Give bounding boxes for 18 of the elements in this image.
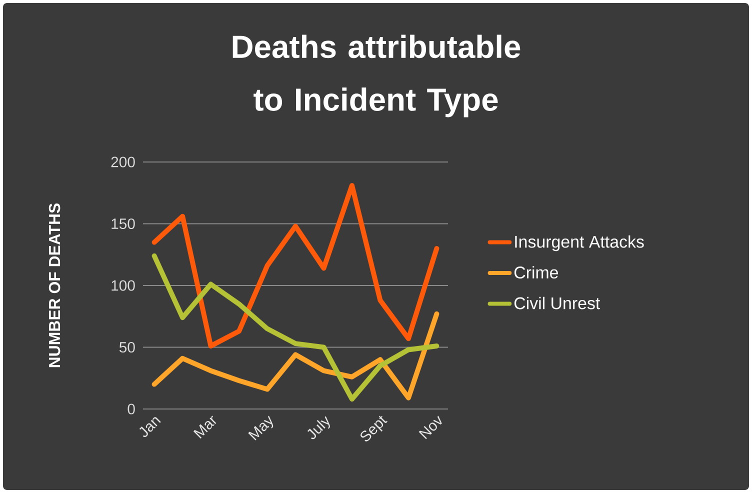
y-tick-label: 0 <box>128 404 135 414</box>
legend-label: Crime <box>514 266 558 279</box>
y-tick-label: 100 <box>112 280 135 291</box>
y-tick-label: 150 <box>112 218 135 230</box>
y-tick-label: 50 <box>119 342 135 353</box>
x-tick-label: July <box>307 416 330 440</box>
y-tick-label: 200 <box>111 156 135 168</box>
line-series <box>152 253 440 402</box>
legend-label: Civil Unrest <box>514 296 600 310</box>
line-series <box>152 311 440 400</box>
x-tick-label: Mar <box>193 416 216 439</box>
y-axis-title: NUMBER OF DEATHS <box>48 203 60 368</box>
x-tick-label: Nov <box>418 416 442 440</box>
line-series <box>152 182 440 349</box>
x-tick-label: Jan <box>139 417 161 438</box>
legend-label: Insurgent Attacks <box>515 235 644 252</box>
chart-title: Deaths attributable to Incident Type <box>232 34 520 118</box>
x-tick-label: May <box>248 416 274 440</box>
